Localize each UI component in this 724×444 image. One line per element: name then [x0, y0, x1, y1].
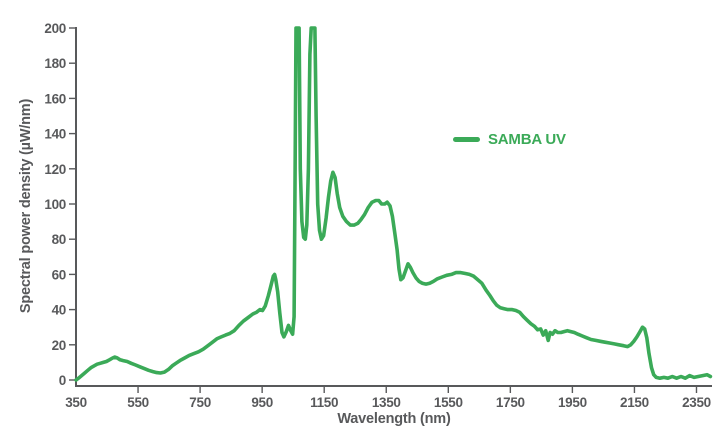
y-axis-tick-label: 80	[52, 232, 66, 247]
x-axis-tick-label: 1750	[496, 395, 525, 410]
y-axis-tick-label: 200	[44, 21, 66, 36]
x-axis-tick-label: 950	[251, 395, 273, 410]
y-axis-tick-label: 120	[44, 162, 66, 177]
x-axis-tick-label: 2150	[620, 395, 649, 410]
y-axis-tick-label: 100	[44, 197, 66, 212]
x-axis-title: Wavelength (nm)	[337, 411, 451, 427]
y-axis-tick-label: 180	[44, 56, 66, 71]
x-axis-tick-label: 1550	[434, 395, 463, 410]
x-axis-tick-label: 750	[189, 395, 211, 410]
x-axis-tick-label: 2350	[682, 395, 711, 410]
y-axis-tick-label: 140	[44, 127, 66, 142]
legend-label: SAMBA UV	[488, 131, 566, 148]
legend: SAMBA UV	[453, 131, 566, 148]
y-axis-tick-label: 40	[52, 303, 66, 318]
x-axis-tick-label: 350	[65, 395, 87, 410]
x-axis-tick-label: 550	[127, 395, 149, 410]
x-axis-tick-label: 1950	[558, 395, 587, 410]
legend-line-swatch	[453, 137, 480, 142]
y-axis-tick-label: 60	[52, 267, 66, 282]
y-axis-tick-label: 20	[52, 338, 66, 353]
y-axis-tick-label: 0	[59, 373, 66, 388]
y-axis-title: Spectral power density (µW/nm)	[18, 98, 34, 314]
x-axis-tick-label: 1350	[372, 395, 401, 410]
spectral-curve	[74, 26, 713, 382]
x-axis-tick-label: 1150	[310, 395, 338, 410]
y-axis-tick-label: 160	[44, 91, 66, 106]
